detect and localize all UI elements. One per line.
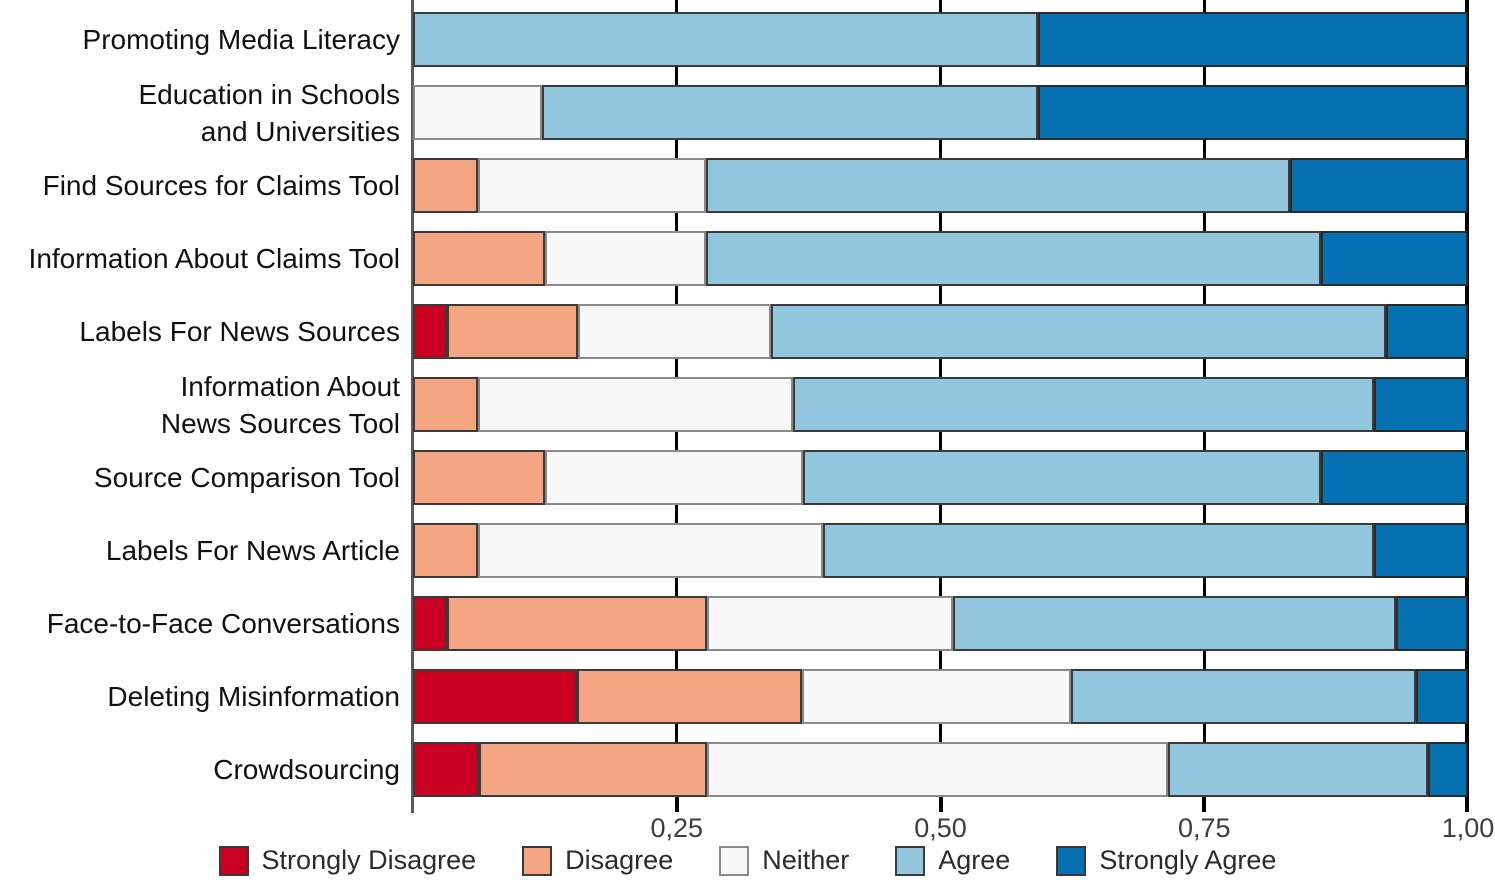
bar-segment-neither [413,85,542,140]
bar-segment-agree [541,85,1038,140]
bar-segment-neither [577,304,771,359]
legend-label: Strongly Agree [1099,845,1277,875]
x-tick-mark [1465,797,1469,812]
category-label-face-to-face-conversations: Face-to-Face Conversations [46,608,400,639]
category-label-find-sources-for-claims-tool: Find Sources for Claims Tool [42,170,400,201]
bar-segment-strongly-agree [1374,523,1468,578]
bar-row-labels-for-news-article [413,523,1468,578]
bar-segment-neither [544,450,804,505]
bar-row-crowdsourcing [413,742,1468,797]
legend-swatch-neither [719,845,750,876]
x-tick-label: 0,50 [914,813,967,843]
bar-segment-disagree [413,158,479,213]
plot-area: 0,25 0,50 0,75 1,00 [411,0,1494,843]
legend: Strongly Disagree Disagree Neither Agree Str… [0,845,1495,876]
bar-row-information-about-claims-tool [413,231,1468,286]
legend-swatch-strongly-disagree [218,845,249,876]
bar-segment-strongly-disagree [413,304,447,359]
category-label-promoting-media-literacy: Promoting Media Literacy [82,24,400,55]
legend-swatch-disagree [522,845,553,876]
bar-row-information-about [413,377,1468,432]
bar-segment-disagree [576,669,803,724]
bar-segment-strongly-agree [1037,12,1468,67]
bar-row-face-to-face-conversations [413,596,1468,651]
bar-segment-strongly-agree [1321,231,1468,286]
bar-segment-disagree [446,304,578,359]
bar-segment-agree [953,596,1397,651]
bar-segment-neither [478,377,793,432]
legend-item-agree: Agree [895,845,1010,876]
legend-item-neither: Neither [719,845,849,876]
legend-item-strongly-disagree: Strongly Disagree [218,845,477,876]
bar-segment-strongly-agree [1396,596,1468,651]
bar-segment-strongly-agree [1374,377,1468,432]
bar-segment-agree [1071,669,1417,724]
y-axis-line [411,0,414,813]
category-label-deleting-misinformation: Deleting Misinformation [107,681,400,712]
bar-row-source-comparison-tool [413,450,1468,505]
bar-segment-agree [413,12,1038,67]
bar-segment-agree [1168,742,1428,797]
bar-segment-disagree [413,523,479,578]
legend-swatch-agree [895,845,926,876]
bar-row-deleting-misinformation [413,669,1468,724]
x-tick-mark [938,797,943,812]
legend-item-strongly-agree: Strongly Agree [1056,845,1276,876]
bar-segment-strongly-disagree [413,596,447,651]
legend-label: Neither [762,845,850,875]
bar-segment-agree [706,158,1290,213]
bar-row-education-in-schools [413,85,1468,140]
category-label-labels-for-news-sources: Labels For News Sources [79,316,400,347]
legend-label: Strongly Disagree [261,845,477,875]
bar-row-find-sources-for-claims-tool [413,158,1468,213]
bar-segment-agree [792,377,1375,432]
bar-segment-strongly-agree [1321,450,1468,505]
x-tick-label: 0,25 [650,813,704,843]
bar-segment-neither [544,231,707,286]
legend-swatch-strongly-agree [1056,845,1087,876]
category-label-education-in-schools: Education in Schools and Universities [138,78,400,147]
bar-segment-disagree [413,450,545,505]
bar-segment-agree [706,231,1322,286]
bar-segment-disagree [446,596,708,651]
category-label-information-about: Information About News Sources Tool [160,370,400,439]
bar-segment-disagree [413,377,479,432]
bar-segment-strongly-agree [1289,158,1468,213]
category-label-information-about-claims-tool: Information About Claims Tool [28,243,400,274]
legend-label: Disagree [565,845,674,875]
bar-segment-agree [770,304,1386,359]
bar-segment-strongly-agree [1037,85,1468,140]
category-label-crowdsourcing: Crowdsourcing [213,754,400,785]
bar-segment-disagree [479,742,708,797]
bar-row-promoting-media-literacy [413,12,1468,67]
bar-segment-neither [707,742,1169,797]
bar-segment-neither [478,523,824,578]
legend-label: Agree [938,845,1011,875]
bar-segment-agree [803,450,1322,505]
bar-segment-strongly-disagree [413,742,480,797]
bar-segment-neither [802,669,1072,724]
bar-segment-agree [823,523,1375,578]
bar-segment-strongly-agree [1385,304,1468,359]
category-label-source-comparison-tool: Source Comparison Tool [93,462,400,493]
legend-item-disagree: Disagree [522,845,673,876]
x-tick-mark [1202,797,1207,812]
x-tick-label: 1,00 [1441,813,1495,843]
bar-segment-strongly-disagree [413,669,577,724]
category-label-labels-for-news-article: Labels For News Article [105,535,400,566]
bar-segment-neither [478,158,707,213]
category-axis: Promoting Media Literacy Education in Sch… [0,0,400,810]
bar-segment-disagree [413,231,545,286]
x-tick-label: 0,75 [1177,813,1231,843]
bar-segment-neither [707,596,954,651]
bar-segment-strongly-agree [1427,742,1468,797]
x-tick-mark [674,797,679,812]
bar-row-labels-for-news-sources [413,304,1468,359]
bar-segment-strongly-agree [1416,669,1468,724]
